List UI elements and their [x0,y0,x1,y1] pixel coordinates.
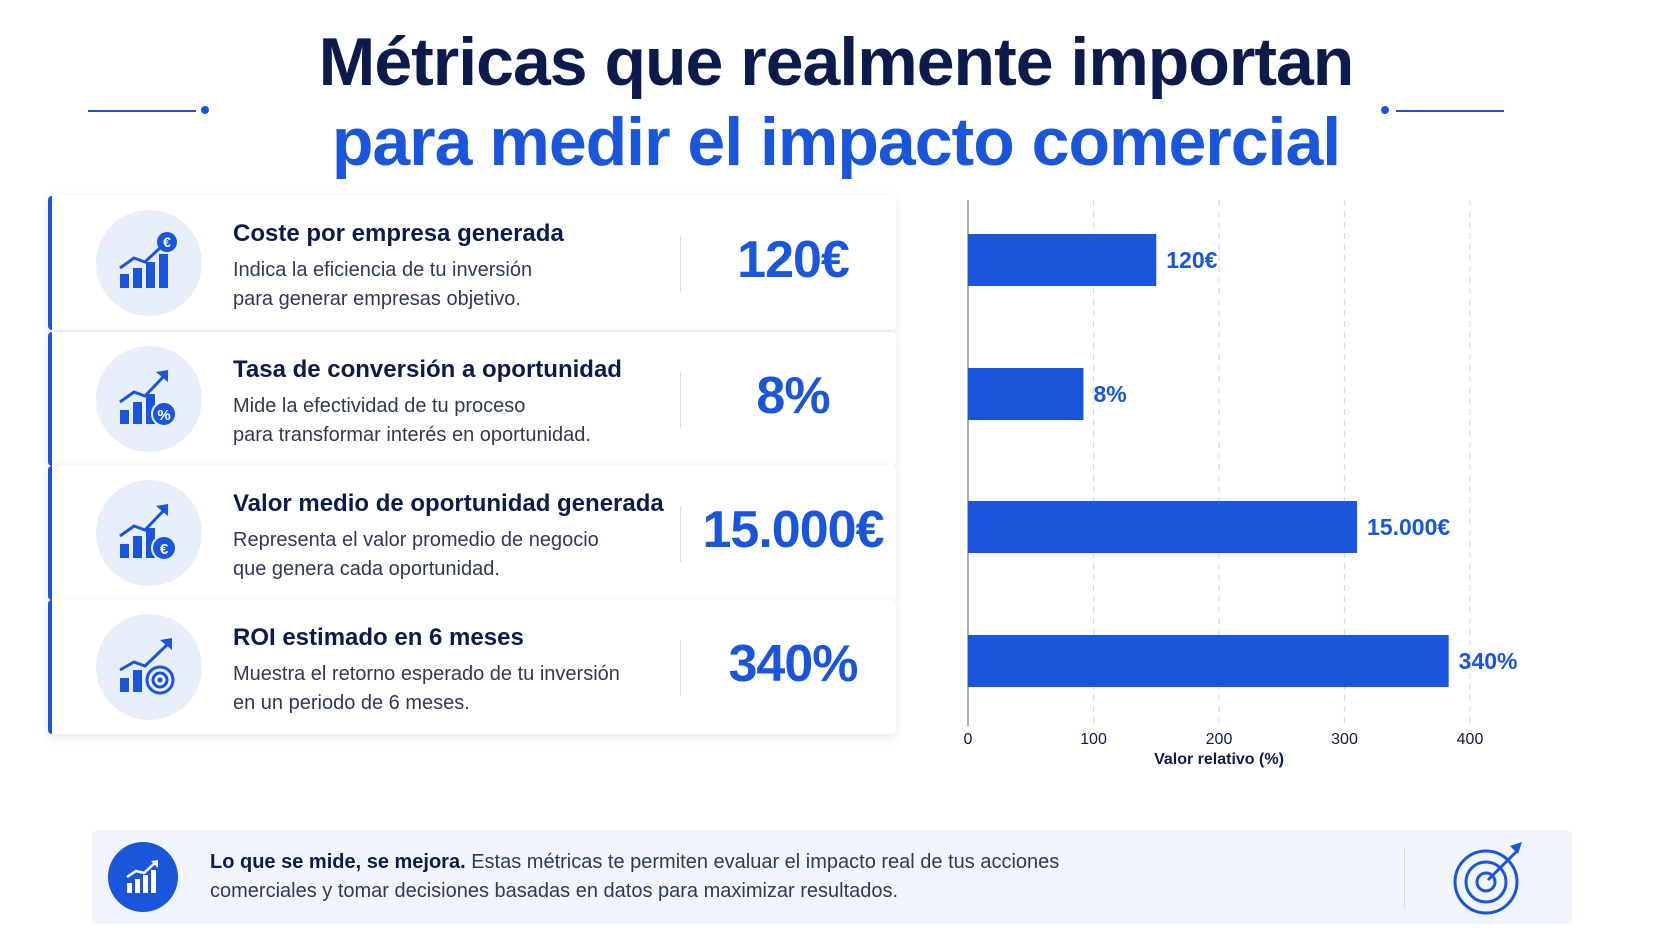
metric-description: Muestra el retorno esperado de tu invers… [233,660,663,718]
chart-euro-icon: € [119,232,177,288]
metric-desc-line: para generar empresas objetivo. [233,288,521,310]
metric-desc-line: que genera cada oportunidad. [233,558,500,580]
chart-euro-coin-icon: € [119,504,177,561]
metric-desc-line: Indica la eficiencia de tu inversión [233,259,533,281]
title-line-1: Métricas que realmente importan [318,24,1355,100]
metric-desc-line: en un periodo de 6 meses. [233,692,470,714]
svg-text:€: € [163,234,171,250]
x-tick-label: 200 [1206,731,1233,748]
divider [680,372,681,428]
metric-desc-line: Representa el valor promedio de negocio [233,529,599,551]
target-arrow-icon [1453,842,1522,915]
metric-description: Representa el valor promedio de negocio … [233,526,663,584]
bar-data-label: 340% [1459,648,1518,674]
bar [968,234,1157,286]
decor-dot-right [1381,106,1389,114]
metric-description: Mide la efectividad de tu proceso para t… [233,392,663,450]
metric-value: 15.000€ [702,501,885,559]
metric-desc-line: para transformar interés en oportunidad. [233,424,591,446]
divider [680,236,681,292]
x-tick-label: 100 [1080,731,1107,748]
title-line-2: para medir el impacto comercial [331,104,1341,180]
footer-bold: Lo que se mide, se mejora. [210,851,466,873]
metric-icon-bg: € [96,210,202,316]
growth-chart-icon [126,860,158,893]
metric-icon-bg: % [96,346,202,452]
metric-desc-line: Mide la efectividad de tu proceso [233,395,526,417]
metric-icon-bg [96,614,202,720]
footer-banner: Lo que se mide, se mejora. Estas métrica… [92,830,1572,924]
page-title: Métricas que realmente importan para med… [0,22,1672,182]
metric-value: 8% [756,367,830,425]
metric-name: Valor medio de oportunidad generada [233,490,664,517]
metric-value: 340% [728,635,859,693]
metric-card: % Tasa de conversión a oportunidad Mide … [48,332,896,466]
x-tick-label: 400 [1457,731,1484,748]
metric-desc-line: Muestra el retorno esperado de tu invers… [233,663,620,685]
bar [968,368,1084,420]
divider [680,506,681,562]
decor-line-right [1396,110,1504,112]
x-tick-label: 0 [964,731,973,748]
bar [968,501,1358,553]
metric-card: ROI estimado en 6 meses Muestra el retor… [48,600,896,734]
chart-target-icon [119,638,175,695]
bar-chart: 120€ 8% 15.000€ 340% 0 100 200 300 400 Valor rela… [964,200,1518,768]
footer-text: Lo que se mide, se mejora. Estas métrica… [210,848,1110,906]
footer-body: Estas métricas te permiten evaluar el im… [210,851,1060,902]
decor-line-left [88,110,196,112]
x-axis-label: Valor relativo (%) [1154,751,1284,768]
metric-card: € Valor medio de oportunidad generada Re… [48,466,896,600]
svg-text:€: € [160,541,169,558]
metric-name: ROI estimado en 6 meses [233,624,524,651]
bar-data-label: 120€ [1166,247,1217,273]
metric-name: Coste por empresa generada [233,220,564,247]
decor-dot-left [201,106,209,114]
metric-card: € Coste por empresa generada Indica la e… [48,196,896,330]
metric-description: Indica la eficiencia de tu inversión par… [233,256,663,314]
metric-icon-bg: € [96,480,202,586]
growth-chart-icon-badge [108,842,178,912]
metric-value: 120€ [737,231,850,289]
chart-percent-icon: % [119,370,177,427]
metric-name: Tasa de conversión a oportunidad [233,356,622,383]
bar-data-label: 8% [1093,381,1126,407]
bar [968,635,1449,687]
bar-data-label: 15.000€ [1367,514,1450,540]
x-tick-label: 300 [1331,731,1358,748]
divider [680,640,681,696]
svg-text:%: % [157,407,170,424]
divider [1404,848,1405,908]
